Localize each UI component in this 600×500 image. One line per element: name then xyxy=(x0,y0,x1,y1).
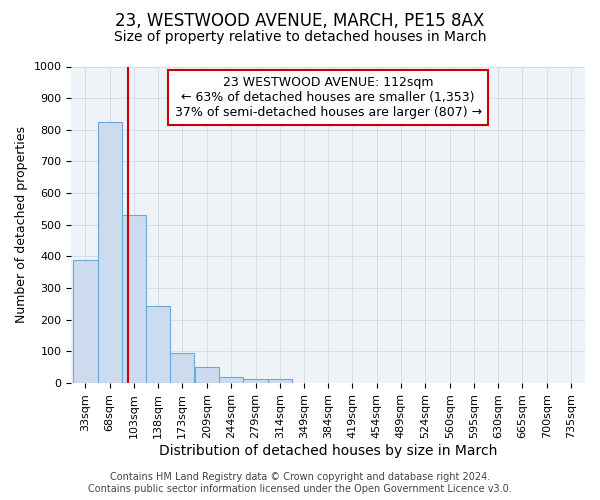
Bar xyxy=(98,122,122,383)
Y-axis label: Number of detached properties: Number of detached properties xyxy=(15,126,28,324)
Text: Size of property relative to detached houses in March: Size of property relative to detached ho… xyxy=(114,30,486,44)
Bar xyxy=(268,378,292,383)
Bar xyxy=(195,368,219,383)
X-axis label: Distribution of detached houses by size in March: Distribution of detached houses by size … xyxy=(159,444,497,458)
Bar xyxy=(146,306,170,383)
Text: 23, WESTWOOD AVENUE, MARCH, PE15 8AX: 23, WESTWOOD AVENUE, MARCH, PE15 8AX xyxy=(115,12,485,30)
Text: 23 WESTWOOD AVENUE: 112sqm
← 63% of detached houses are smaller (1,353)
37% of s: 23 WESTWOOD AVENUE: 112sqm ← 63% of deta… xyxy=(175,76,482,119)
Bar xyxy=(244,378,268,383)
Bar xyxy=(170,353,194,383)
Bar xyxy=(219,377,244,383)
Text: Contains HM Land Registry data © Crown copyright and database right 2024.
Contai: Contains HM Land Registry data © Crown c… xyxy=(88,472,512,494)
Bar xyxy=(73,260,98,383)
Bar xyxy=(122,216,146,383)
